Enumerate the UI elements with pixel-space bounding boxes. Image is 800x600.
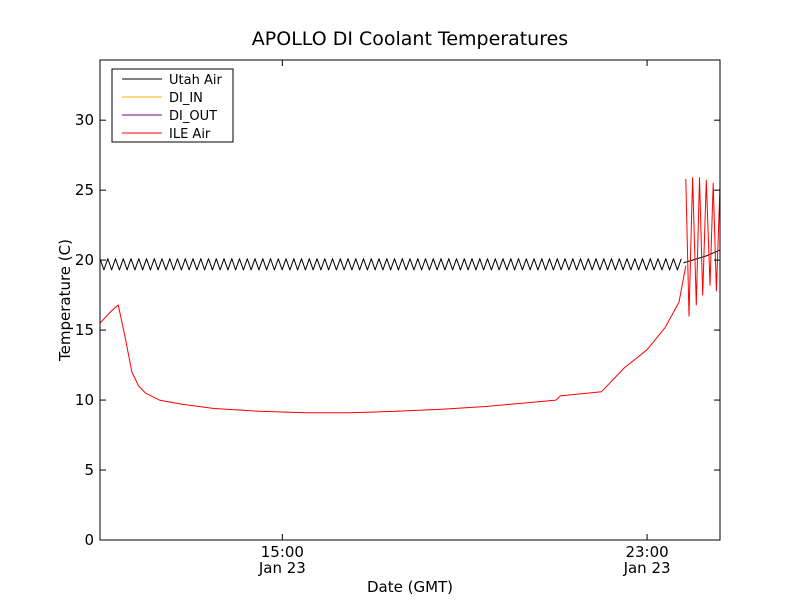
legend-box: [111, 68, 234, 143]
y-axis: 0 5 10 15 20 25 30: [75, 111, 720, 549]
chart-title: APOLLO DI Coolant Temperatures: [252, 28, 568, 50]
legend-label-di-in: DI_IN: [169, 91, 203, 106]
legend-label-utah-air: Utah Air: [169, 73, 222, 88]
y-tick-label: 0: [84, 531, 94, 549]
series-layer: [100, 177, 720, 414]
plot-area-frame: [99, 59, 721, 541]
x-tick-time-label: 15:00: [261, 543, 304, 561]
legend-label-di-out: DI_OUT: [169, 109, 217, 124]
x-axis-label: Date (GMT): [367, 578, 453, 596]
series-line-ile-air-segment-1: [685, 177, 720, 317]
x-tick-date-label: Jan 23: [258, 559, 306, 577]
y-tick-label: 15: [75, 321, 94, 339]
x-tick-date-label: Jan 23: [623, 559, 671, 577]
series-line-ile-air-segment-0: [100, 265, 687, 414]
y-tick-label: 10: [75, 391, 94, 409]
y-tick-label: 5: [84, 461, 94, 479]
y-axis-label: Temperature (C): [56, 239, 74, 362]
x-tick-time-label: 23:00: [625, 543, 668, 561]
legend: Utah Air DI_IN DI_OUT ILE Air: [111, 68, 234, 143]
legend-label-ile-air: ILE Air: [169, 127, 211, 142]
y-tick-label: 30: [75, 111, 94, 129]
series-line-utah-air-segment-0: [100, 258, 682, 271]
y-tick-label: 25: [75, 181, 94, 199]
y-tick-label: 20: [75, 251, 94, 269]
